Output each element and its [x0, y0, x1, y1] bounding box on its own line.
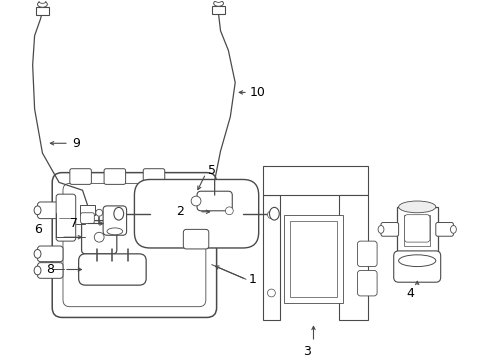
Ellipse shape: [377, 225, 383, 233]
Text: 3: 3: [302, 345, 310, 358]
Ellipse shape: [267, 211, 275, 219]
Bar: [36, 7, 49, 15]
Bar: [338, 195, 367, 320]
Bar: [396, 207, 437, 261]
Text: 4: 4: [406, 288, 413, 301]
Bar: [218, 198, 240, 224]
Ellipse shape: [94, 232, 104, 242]
FancyBboxPatch shape: [357, 270, 376, 296]
Ellipse shape: [114, 207, 123, 220]
Ellipse shape: [215, 0, 222, 3]
FancyBboxPatch shape: [38, 246, 63, 262]
FancyBboxPatch shape: [404, 215, 429, 242]
Ellipse shape: [39, 0, 46, 3]
Text: 5: 5: [207, 164, 215, 177]
FancyBboxPatch shape: [143, 169, 164, 184]
FancyBboxPatch shape: [393, 251, 440, 282]
FancyBboxPatch shape: [134, 180, 258, 248]
Ellipse shape: [269, 207, 279, 220]
Ellipse shape: [225, 207, 233, 215]
FancyBboxPatch shape: [81, 221, 117, 254]
FancyBboxPatch shape: [357, 241, 376, 266]
Ellipse shape: [267, 289, 275, 297]
Ellipse shape: [191, 196, 201, 206]
Ellipse shape: [38, 1, 47, 7]
Bar: [289, 221, 336, 297]
Ellipse shape: [34, 266, 41, 275]
FancyBboxPatch shape: [183, 229, 208, 249]
Bar: [404, 215, 429, 246]
FancyBboxPatch shape: [56, 194, 76, 241]
Bar: [244, 205, 250, 219]
FancyBboxPatch shape: [52, 173, 216, 318]
Ellipse shape: [34, 249, 41, 258]
FancyBboxPatch shape: [380, 222, 398, 236]
Text: 7: 7: [70, 217, 78, 230]
FancyBboxPatch shape: [103, 206, 126, 235]
FancyBboxPatch shape: [81, 213, 94, 224]
Text: 10: 10: [249, 86, 265, 99]
Text: 9: 9: [72, 137, 80, 150]
FancyBboxPatch shape: [210, 190, 247, 233]
Text: 8: 8: [46, 263, 54, 276]
FancyBboxPatch shape: [79, 254, 146, 285]
FancyBboxPatch shape: [197, 191, 232, 211]
Bar: [211, 6, 225, 14]
Ellipse shape: [398, 201, 435, 213]
FancyBboxPatch shape: [38, 202, 63, 219]
Text: 6: 6: [35, 223, 42, 236]
FancyBboxPatch shape: [104, 169, 125, 184]
Text: 1: 1: [248, 273, 256, 286]
Bar: [284, 215, 342, 303]
Bar: [262, 166, 367, 195]
FancyBboxPatch shape: [70, 169, 91, 184]
Text: 2: 2: [176, 205, 184, 218]
Ellipse shape: [34, 206, 41, 215]
Ellipse shape: [398, 255, 435, 266]
Ellipse shape: [213, 0, 223, 6]
Bar: [80, 205, 95, 215]
Ellipse shape: [449, 225, 455, 233]
Ellipse shape: [96, 209, 102, 216]
FancyBboxPatch shape: [435, 222, 452, 236]
Ellipse shape: [107, 228, 122, 235]
FancyBboxPatch shape: [63, 183, 205, 307]
Bar: [262, 195, 280, 320]
FancyBboxPatch shape: [38, 263, 63, 278]
